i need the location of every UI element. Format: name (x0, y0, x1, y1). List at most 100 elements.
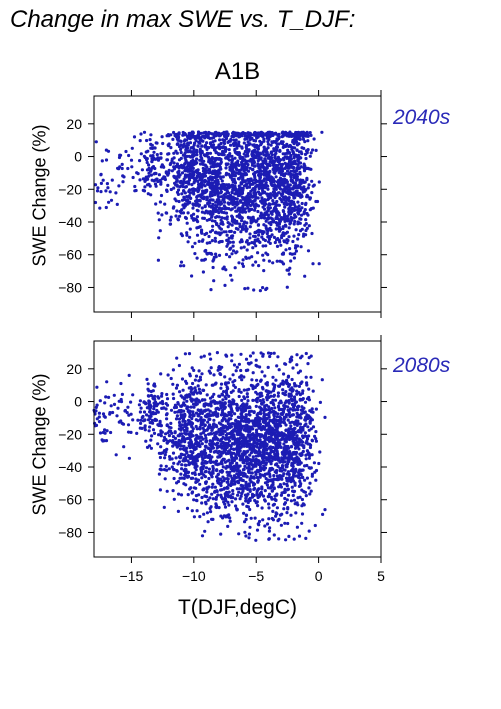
data-point (248, 525, 252, 529)
point-cloud (93, 130, 324, 293)
data-point (314, 407, 318, 411)
data-point (321, 512, 325, 517)
data-point (200, 372, 204, 376)
data-point (211, 259, 215, 263)
data-point (234, 165, 238, 169)
data-point (182, 177, 186, 181)
data-point (303, 478, 307, 482)
data-point (292, 165, 296, 170)
data-point (256, 135, 260, 139)
data-point (138, 178, 142, 182)
data-point (200, 534, 205, 538)
data-point (231, 492, 235, 496)
data-point (185, 399, 189, 403)
data-point (264, 162, 269, 166)
scenario-title: A1B (214, 58, 261, 85)
y-tick-label: −40 (58, 214, 82, 230)
data-point (196, 220, 200, 224)
data-point (224, 419, 228, 423)
data-point (200, 450, 204, 454)
y-tick-label: 0 (74, 149, 82, 165)
data-point (109, 404, 113, 408)
data-point (198, 183, 202, 187)
data-point (226, 500, 230, 504)
data-point (173, 431, 177, 435)
data-point (158, 467, 162, 471)
data-point (286, 268, 290, 272)
data-point (214, 407, 218, 411)
data-point (198, 425, 202, 429)
data-point (150, 166, 154, 170)
data-point (126, 405, 130, 409)
data-point (245, 504, 249, 508)
data-point (310, 231, 314, 236)
data-point (206, 427, 210, 431)
data-point (228, 516, 232, 520)
data-point (291, 140, 295, 144)
data-point (217, 195, 221, 199)
data-point (253, 175, 257, 179)
data-point (254, 244, 258, 248)
data-point (169, 426, 173, 430)
data-point (223, 216, 227, 220)
data-point (247, 216, 251, 220)
data-point (191, 166, 195, 170)
data-point (199, 195, 203, 199)
data-point (282, 442, 286, 446)
data-point (296, 371, 300, 375)
data-point (294, 244, 298, 248)
data-point (99, 173, 103, 177)
data-point (121, 180, 125, 184)
data-point (249, 221, 253, 225)
data-point (293, 246, 298, 250)
period-label-2040s: 2040s (393, 106, 451, 129)
data-point (175, 209, 179, 213)
data-point (192, 161, 197, 165)
data-point (244, 240, 249, 244)
data-point (256, 488, 260, 492)
data-point (262, 468, 266, 472)
data-point (155, 177, 159, 181)
data-point (190, 421, 195, 426)
data-point (287, 235, 291, 239)
data-point (274, 238, 279, 242)
data-point (292, 208, 296, 212)
data-point (306, 249, 311, 253)
data-point (174, 149, 178, 153)
data-point (276, 133, 280, 137)
data-point (276, 454, 280, 458)
data-point (99, 190, 103, 194)
data-point (278, 259, 282, 263)
data-point (219, 231, 223, 235)
data-point (240, 191, 245, 195)
data-point (250, 163, 254, 167)
data-point (223, 401, 227, 405)
data-point (198, 482, 202, 486)
data-point (264, 477, 268, 481)
data-point (296, 220, 300, 224)
data-point (290, 461, 294, 465)
data-point (196, 179, 200, 183)
data-point (270, 160, 274, 165)
data-point (237, 163, 241, 167)
data-point (243, 171, 247, 175)
data-point (276, 182, 280, 187)
data-point (295, 392, 299, 396)
data-point (281, 209, 285, 213)
data-point (272, 486, 276, 490)
data-point (286, 487, 290, 491)
data-point (293, 213, 297, 217)
data-point (178, 410, 182, 414)
y-tick-label: −60 (58, 247, 82, 263)
data-point (304, 416, 308, 420)
data-point (215, 351, 219, 355)
data-point (191, 187, 196, 191)
data-point (272, 385, 276, 389)
data-point (178, 390, 182, 394)
data-point (305, 413, 309, 417)
data-point (235, 507, 239, 511)
data-point (304, 202, 308, 207)
data-point (271, 261, 275, 265)
data-point (227, 490, 231, 494)
data-point (240, 219, 244, 223)
